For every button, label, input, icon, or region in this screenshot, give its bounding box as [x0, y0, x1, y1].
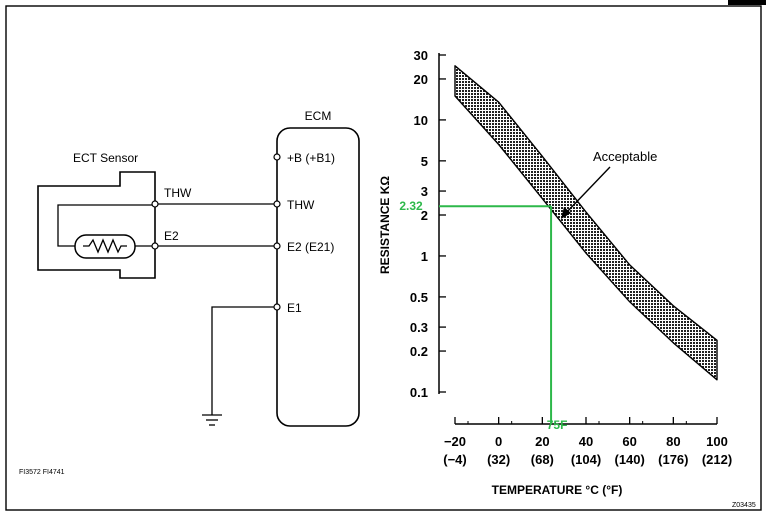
acceptable-band — [454, 65, 718, 381]
x-tick-label-celsius: −20 — [444, 434, 466, 449]
ecm-pin-b-label: +B (+B1) — [287, 151, 335, 165]
x-tick-label-fahrenheit: (104) — [571, 452, 601, 467]
x-tick-label-celsius: 0 — [495, 434, 502, 449]
x-tick-label-celsius: 60 — [622, 434, 636, 449]
wire-thw-label: THW — [164, 186, 192, 200]
resistance-chart: RESISTANCE KΩ TEMPERATURE °C (°F) Z03435… — [378, 48, 756, 509]
thermistor-zigzag — [83, 238, 127, 254]
sensor-internal-wire — [57, 204, 155, 247]
y-tick-label: 2 — [421, 208, 428, 223]
terminal-sensor-thw — [151, 200, 159, 208]
x-tick-label-fahrenheit: (32) — [487, 452, 510, 467]
y-tick-label: 0.3 — [410, 320, 428, 335]
x-tick-label-fahrenheit: (−4) — [443, 452, 466, 467]
terminal-ecm-b — [273, 153, 281, 161]
corner-tag — [728, 0, 766, 5]
y-tick-label: 10 — [414, 113, 428, 128]
reading-resistance-label: 2.32 — [399, 199, 423, 213]
y-tick-label: 30 — [414, 48, 428, 63]
x-tick-label-celsius: 100 — [706, 434, 728, 449]
wire-e1-ground — [211, 306, 277, 415]
acceptable-arrow-line — [564, 166, 611, 215]
x-tick-label-fahrenheit: (140) — [614, 452, 644, 467]
y-tick-label: 5 — [421, 154, 428, 169]
acceptable-arrow-head — [561, 207, 571, 219]
figure-border — [5, 5, 762, 511]
y-tick-label: 0.2 — [410, 344, 428, 359]
terminal-ecm-e1 — [273, 303, 281, 311]
circuit-diagram — [37, 127, 360, 427]
x-tick-label-celsius: 40 — [579, 434, 593, 449]
ecm-label: ECM — [305, 109, 332, 123]
ect-sensor-body — [37, 171, 156, 279]
circuit-terminals — [151, 153, 281, 311]
x-tick-label-celsius: 20 — [535, 434, 549, 449]
x-axis-label: TEMPERATURE °C (°F) — [492, 483, 623, 497]
image-code: Z03435 — [732, 502, 756, 509]
terminal-sensor-e2 — [151, 242, 159, 250]
x-tick-label-fahrenheit: (176) — [658, 452, 688, 467]
acceptable-label: Acceptable — [593, 149, 657, 164]
terminal-ecm-thw — [273, 200, 281, 208]
reading-temperature-label: 75F — [547, 418, 568, 432]
ecm-pin-thw-label: THW — [287, 198, 315, 212]
ecm-box — [276, 127, 360, 427]
wire-e2-label: E2 — [164, 229, 179, 243]
ect-sensor-label: ECT Sensor — [73, 151, 138, 165]
y-tick-label: 1 — [421, 249, 428, 264]
x-tick-label-celsius: 80 — [666, 434, 680, 449]
figure-codes: FI3572 FI4741 — [19, 469, 65, 476]
x-tick-label-fahrenheit: (212) — [702, 452, 732, 467]
ecm-pin-e1-label: E1 — [287, 301, 302, 315]
terminal-ecm-e2 — [273, 242, 281, 250]
y-tick-label: 0.5 — [410, 290, 428, 305]
y-axis-label: RESISTANCE KΩ — [378, 176, 392, 274]
y-tick-label: 20 — [414, 72, 428, 87]
y-tick-label: 0.1 — [410, 385, 428, 400]
y-tick-label: 3 — [421, 184, 428, 199]
thermistor — [74, 234, 136, 259]
ecm-pin-e2-label: E2 (E21) — [287, 240, 334, 254]
x-tick-label-fahrenheit: (68) — [531, 452, 554, 467]
